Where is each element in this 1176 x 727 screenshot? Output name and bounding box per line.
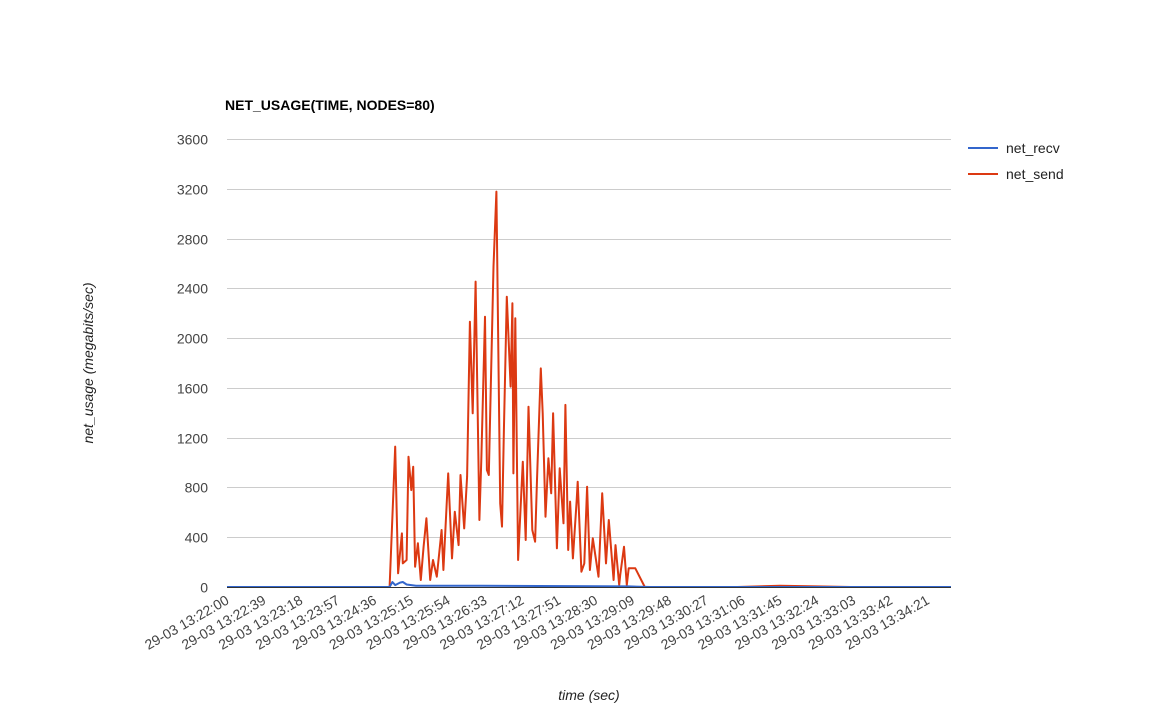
x-axis-title: time (sec): [558, 687, 619, 703]
y-tick-label: 3600: [177, 132, 208, 148]
y-tick-label: 0: [200, 580, 208, 596]
y-tick-label: 3200: [177, 182, 208, 198]
y-tick-label: 400: [185, 530, 209, 546]
y-axis-title: net_usage (megabits/sec): [80, 282, 96, 443]
y-tick-label: 1600: [177, 381, 208, 397]
series-line-net_send: [227, 190, 951, 588]
y-tick-label: 1200: [177, 431, 208, 447]
series-line-net_recv: [227, 581, 951, 588]
legend: net_recv net_send: [968, 140, 1064, 182]
y-tick-label: 800: [185, 480, 209, 496]
legend-label-net_recv: net_recv: [1006, 140, 1060, 156]
y-tick-label: 2400: [177, 281, 208, 297]
y-axis-ticks: 0 400 800 1200 1600 2000 2400 2800 3200 3600: [177, 132, 208, 596]
legend-label-net_send: net_send: [1006, 166, 1064, 182]
gridlines: [227, 139, 951, 538]
series-lines: [227, 190, 951, 588]
y-tick-label: 2800: [177, 232, 208, 248]
chart-title: NET_USAGE(TIME, NODES=80): [225, 97, 435, 113]
y-tick-label: 2000: [177, 331, 208, 347]
